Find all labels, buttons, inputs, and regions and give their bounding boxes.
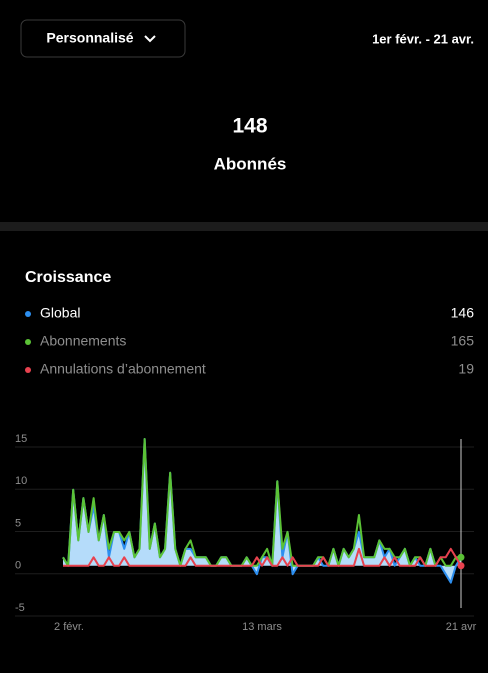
legend-label: Annulations d’abonnement <box>40 361 206 377</box>
legend-total: 165 <box>451 333 475 349</box>
separator <box>0 222 488 231</box>
x-tick-label: 13 mars <box>242 621 282 633</box>
legend-dot <box>25 339 31 345</box>
legend-total: 146 <box>451 305 475 321</box>
chart-title: Croissance <box>25 269 111 286</box>
series-line <box>63 547 462 567</box>
y-tick-label: -5 <box>15 602 25 614</box>
y-tick-label: 0 <box>15 560 21 572</box>
y-tick-label: 15 <box>15 433 27 445</box>
summary-label: Abonnés <box>214 154 287 173</box>
summary-value: 148 <box>232 115 267 138</box>
end-dot <box>457 562 465 570</box>
x-tick-label: 21 avr <box>446 621 477 633</box>
y-tick-label: 5 <box>15 517 21 529</box>
period-button-label[interactable]: Personnalisé <box>46 30 133 46</box>
period-button[interactable] <box>20 19 186 58</box>
legend-dot <box>25 311 31 317</box>
y-tick-label: 10 <box>15 475 27 487</box>
legend-label: Abonnements <box>40 333 126 349</box>
chevron-icon <box>144 35 156 43</box>
legend-total: 19 <box>458 361 474 377</box>
date-range: 1er févr. - 21 avr. <box>372 31 474 46</box>
end-dot <box>457 553 465 561</box>
x-tick-label: 2 févr. <box>54 621 84 633</box>
legend-label: Global <box>40 305 80 321</box>
legend-dot <box>25 367 31 373</box>
